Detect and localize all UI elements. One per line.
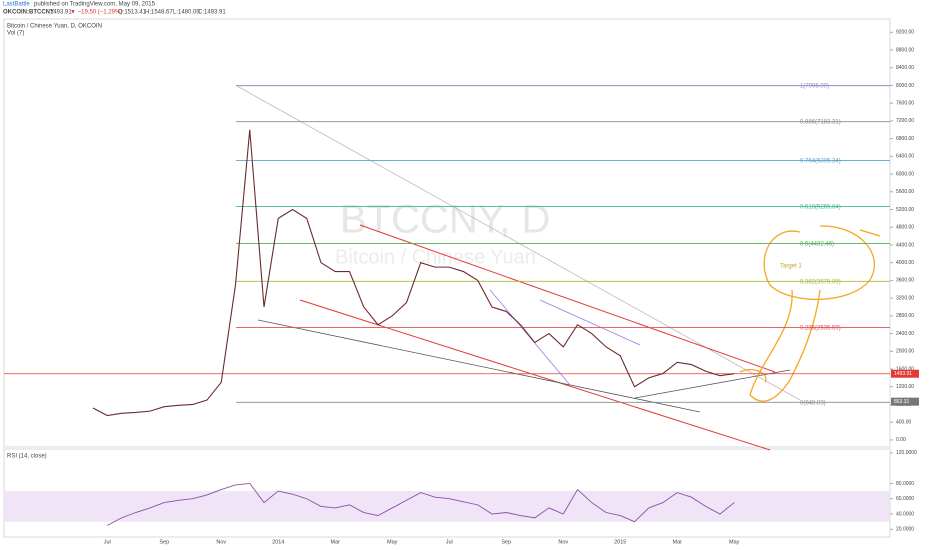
y-tick-label: 7600.00 <box>896 101 914 107</box>
x-tick-label: 2015 <box>614 539 626 545</box>
x-tick-label: Mar <box>331 539 341 545</box>
fib-label: 0.236(2535.59) <box>800 326 841 332</box>
support-line <box>257 319 701 413</box>
x-tick-label: May <box>729 539 740 545</box>
y-tick-label: 1600.00 <box>896 366 914 372</box>
y-tick-label: 80.0000 <box>896 481 914 487</box>
annotation: Target 1 <box>780 264 802 270</box>
rsi-line <box>107 482 735 526</box>
y-tick-label: 2000.00 <box>896 349 914 355</box>
y-tick-label: 5200.00 <box>896 207 914 213</box>
x-tick-label: May <box>387 539 398 545</box>
y-tick-label: 120.0000 <box>896 450 917 456</box>
watermark-subtitle: Bitcoin / Chinese Yuan <box>335 246 536 268</box>
y-tick-label: 7200.00 <box>896 118 914 124</box>
x-tick-label: Sep <box>159 539 169 545</box>
low: L:1480.00 <box>173 10 200 16</box>
fib-label: 0(848.83) <box>800 400 826 406</box>
y-tick-label: 6000.00 <box>896 171 914 177</box>
y-tick-label: 4000.00 <box>896 260 914 266</box>
drawings <box>236 85 881 451</box>
y-tick-label: 5600.00 <box>896 189 914 195</box>
published: published on TradingView.com, May 09, 20… <box>34 2 156 8</box>
fib-label: 1(7996.09) <box>800 84 829 90</box>
purple-line <box>539 299 641 346</box>
y-tick-label: 2800.00 <box>896 313 914 319</box>
y-tick-label: 3200.00 <box>896 295 914 301</box>
x-tick-label: Mar <box>673 539 683 545</box>
freehand-target <box>739 225 881 402</box>
fib-label: 0.382(3579.09) <box>800 279 841 285</box>
y-tick-label: 400.00 <box>896 420 912 426</box>
watermark: BTCCNY, D <box>340 198 550 242</box>
open: O:1513.41 <box>118 10 147 16</box>
change: ▼ −19.50 (−1.29%) <box>70 10 122 16</box>
author[interactable]: LastBattle <box>3 2 30 8</box>
y-tick-label: 1200.00 <box>896 384 914 390</box>
price-marker-label: 1493.91 <box>894 371 912 377</box>
main-pane <box>3 18 891 448</box>
y-tick-label: 2400.00 <box>896 331 914 337</box>
x-tick-label: Nov <box>216 539 226 545</box>
y-tick-label: 8800.00 <box>896 47 914 53</box>
y-tick-label: 60.0000 <box>896 496 914 502</box>
fib-label: 0.618(5265.84) <box>800 205 841 211</box>
fib-label: 0.5(4432.46) <box>800 242 834 248</box>
price-marker-label: 863.31 <box>894 399 910 405</box>
y-tick-label: 4800.00 <box>896 225 914 231</box>
y-tick-label: 6400.00 <box>896 154 914 160</box>
y-tick-label: 4400.00 <box>896 242 914 248</box>
chart-title: Bitcoin / Chinese Yuan, D, OKCOIN <box>7 24 102 30</box>
y-tick-label: 6800.00 <box>896 136 914 142</box>
last-price: 1493.91 <box>50 10 72 16</box>
volume-label: Vol (7) <box>7 31 24 37</box>
close: C:1493.91 <box>198 10 226 16</box>
x-tick-label: Nov <box>558 539 568 545</box>
price-marker <box>891 397 919 406</box>
y-tick-label: 40.0000 <box>896 511 914 517</box>
x-tick-label: Sep <box>501 539 511 545</box>
x-tick-label: Jul <box>104 539 111 545</box>
y-tick-label: 8400.00 <box>896 65 914 71</box>
x-tick-label: 2014 <box>272 539 284 545</box>
fib-label: 0.886(7183.31) <box>800 120 841 126</box>
fib-label: 0.764(6305.34) <box>800 159 841 165</box>
price-marker <box>891 369 919 378</box>
rsi-band <box>4 491 890 522</box>
symbol: OKCOIN:BTCCNY <box>3 10 54 16</box>
price-line-series <box>92 129 735 417</box>
y-tick-label: 20.0000 <box>896 527 914 533</box>
y-tick-label: 3600.00 <box>896 278 914 284</box>
channel-upper <box>359 224 776 373</box>
high: H:1548.67 <box>145 10 173 16</box>
purple-line <box>489 289 571 386</box>
y-tick-label: 9200.00 <box>896 30 914 36</box>
x-tick-label: Jul <box>446 539 453 545</box>
y-tick-label: 8000.00 <box>896 83 914 89</box>
rsi-title: RSI (14, close) <box>7 454 47 460</box>
y-tick-label: 0.00 <box>896 437 906 443</box>
